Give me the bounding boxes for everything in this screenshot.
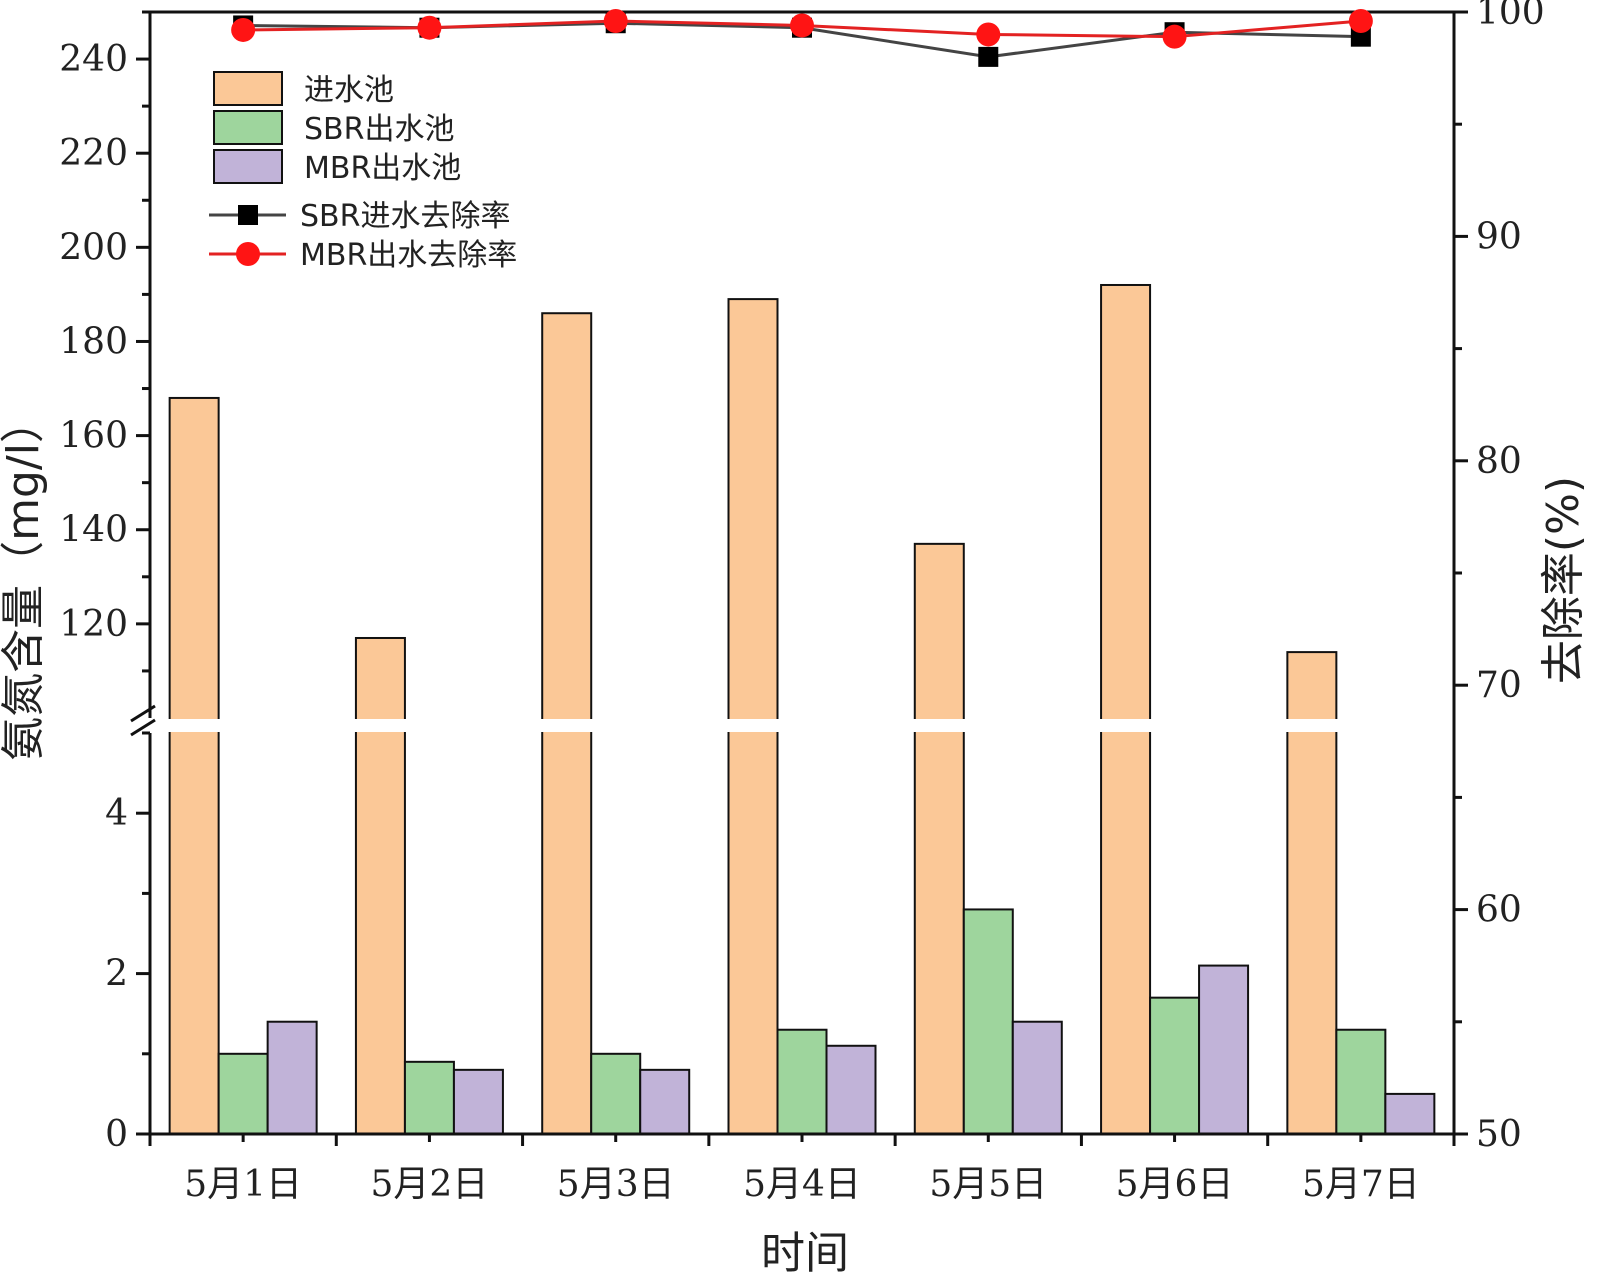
x-category-label: 5月7日 [1302,1164,1420,1205]
right-tick-label: 90 [1476,216,1522,257]
legend-marker [238,205,258,225]
x-category-label: 5月4日 [743,1164,861,1205]
bar-series-1-2 [590,1052,642,1136]
legend-label: MBR出水去除率 [300,238,517,273]
marker-circle [1162,24,1187,49]
bar-series-2-1 [452,1068,504,1135]
break-slash-lower [130,718,156,737]
x-category-label: 5月6日 [1116,1164,1234,1205]
marker-circle [417,15,442,40]
bar-series-2-3 [825,1044,877,1136]
marker-square [978,46,999,67]
left-tick-label: 140 [59,510,128,551]
left-tick-label: 120 [59,604,128,645]
bar-series-1-1 [403,1060,455,1135]
x-category-label: 5月2日 [371,1164,489,1205]
bar-series-1-5 [1149,996,1201,1135]
bar-series-1-3 [776,1028,828,1135]
left-tick-label: 220 [59,133,128,174]
bar-series-2-5 [1198,964,1250,1136]
right-tick-label: 70 [1476,665,1522,706]
bar-series-2-0 [266,1020,318,1135]
x-axis-title: 时间 [761,1228,849,1275]
right-tick-label: 60 [1476,890,1522,931]
bar-series-0-5 [1100,283,1152,1135]
marker-circle [231,17,256,42]
bar-series-2-6 [1384,1092,1436,1136]
legend-swatch [213,149,283,184]
legend: 进水池 SBR出水池 MBR出水池 SBR进水去除率 MBR出水去除率 [209,71,517,273]
right-tick-label: 100 [1476,0,1545,33]
axis-break [120,704,1454,737]
bar-series-0-6 [1286,651,1338,1136]
bar-series-0-1 [354,636,406,1136]
marker-circle [976,22,1001,47]
bars-layer [168,283,1436,1136]
right-tick-label: 50 [1476,1114,1522,1155]
bar-series-2-4 [1011,1020,1063,1135]
break-gap [120,719,1454,732]
bar-series-1-4 [962,908,1014,1135]
x-category-label: 5月3日 [557,1164,675,1205]
right-axis-title: 去除率(%) [1538,476,1589,684]
left-tick-label: 2 [105,954,128,995]
left-tick-label: 160 [59,416,128,457]
left-tick-label: 200 [59,227,128,268]
left-axis-title: 氨氮含量（mg/l） [0,399,49,761]
x-category-label: 5月5日 [929,1164,1047,1205]
bar-series-0-3 [727,298,779,1135]
marker-circle [1348,8,1373,33]
legend-label: SBR出水池 [304,112,454,147]
marker-circle [790,13,814,38]
axes-layer: 0 2 4 120 140 160 180 200 220 240 50 60 70 80 90 100 5月1… [59,0,1544,1205]
left-tick-label: 0 [105,1114,128,1155]
left-tick-label: 180 [59,321,128,362]
left-tick-label: 240 [59,39,128,80]
bar-series-1-6 [1335,1028,1387,1135]
legend-label: SBR进水去除率 [300,199,510,234]
legend-swatch [213,110,283,145]
bar-series-0-0 [168,396,220,1135]
left-tick-label: 4 [105,793,128,834]
legend-label: MBR出水池 [304,151,461,186]
legend-swatch [213,71,283,106]
lines-layer [231,8,1373,67]
bar-series-1-0 [217,1052,269,1136]
bar-series-0-4 [913,542,965,1135]
legend-label: 进水池 [304,73,394,108]
legend-marker [236,242,260,266]
marker-circle [603,8,628,33]
x-category-label: 5月1日 [184,1164,302,1205]
right-tick-label: 80 [1476,441,1522,482]
bar-series-2-2 [639,1068,691,1135]
